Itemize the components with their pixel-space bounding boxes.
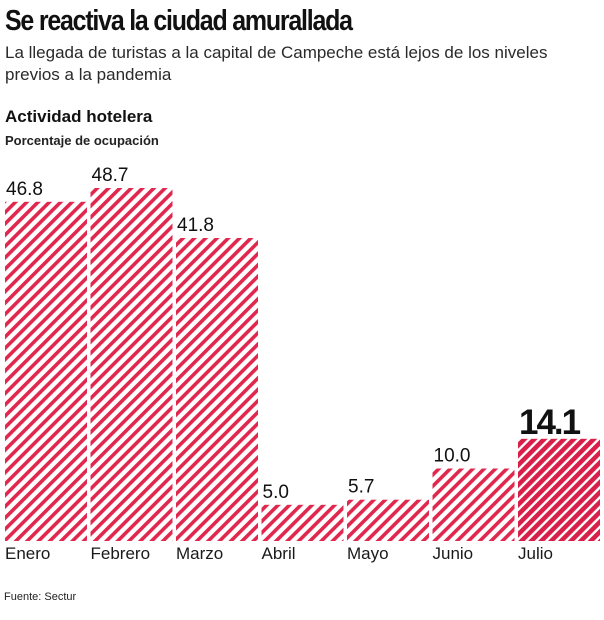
bar-mayo [347,499,429,541]
value-label-marzo: 41.8 [177,215,214,236]
value-label-enero: 46.8 [6,179,43,200]
category-label-junio: Junio [433,544,474,563]
chart-subtitle: La llegada de turistas a la capital de C… [5,43,548,84]
value-label-junio: 10.0 [434,446,471,467]
value-label-febrero: 48.7 [92,165,129,186]
category-label-febrero: Febrero [91,544,151,563]
source-note: Fuente: Sectur [4,591,77,603]
chart-headline: Se reactiva la ciudad amurallada [5,5,353,37]
category-label-mayo: Mayo [347,544,389,563]
category-label-abril: Abril [262,544,296,563]
value-label-abril: 5.0 [263,482,289,503]
bar-enero [5,201,87,542]
bar-abril [261,504,344,541]
category-label-julio: Julio [518,544,553,563]
y-axis-label: Porcentaje de ocupación [5,133,159,148]
bar-julio [518,438,600,541]
category-label-marzo: Marzo [176,544,223,563]
chart-title: Actividad hotelera [5,107,153,126]
bar-junio [432,468,515,541]
bar-febrero [90,188,173,541]
bar-marzo [176,238,258,541]
value-label-julio: 14.1 [519,403,581,442]
value-label-mayo: 5.7 [348,477,374,498]
category-label-enero: Enero [5,544,50,563]
